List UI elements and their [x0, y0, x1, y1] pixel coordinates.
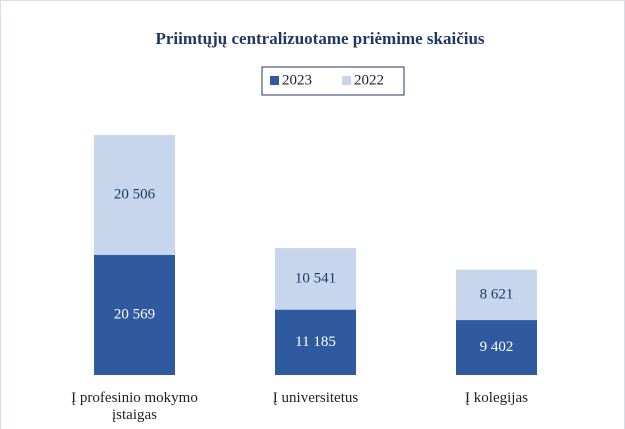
value-label: 20 569 — [114, 306, 155, 322]
bar-segment — [456, 269, 537, 321]
legend-swatch — [270, 76, 279, 85]
x-tick-label: Į kolegijas — [465, 390, 528, 406]
bar-segment — [94, 254, 175, 375]
value-label: 20 506 — [114, 186, 156, 202]
legend-swatch — [342, 76, 351, 85]
legend-label: 2023 — [282, 72, 312, 88]
x-tick-label: Į profesinio mokymo įstaigas — [71, 390, 198, 423]
chart-title: Priimtųjų centralizuotame priėmime skaič… — [155, 29, 484, 48]
x-tick-label: Į universitetus — [272, 390, 359, 406]
value-label: 9 402 — [480, 339, 514, 355]
bar-segment — [94, 135, 175, 255]
legend-box — [261, 66, 405, 96]
value-label: 8 621 — [480, 286, 514, 302]
bar-segment — [275, 309, 356, 375]
value-label: 10 541 — [295, 270, 336, 286]
bar-segment — [456, 320, 537, 375]
legend-label: 2022 — [354, 72, 384, 88]
value-label: 11 185 — [295, 334, 336, 350]
bar-segment — [275, 248, 356, 310]
